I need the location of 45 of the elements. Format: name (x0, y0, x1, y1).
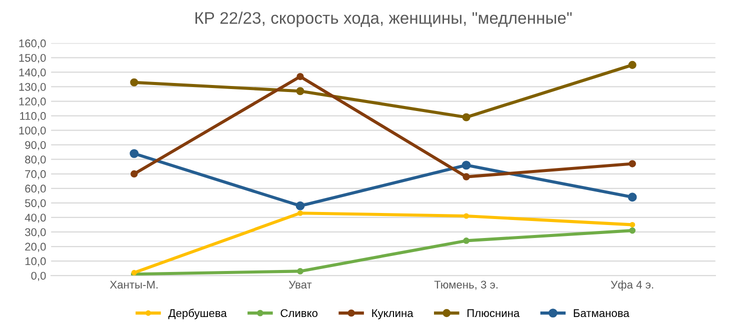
point (628, 60, 636, 69)
point (462, 160, 471, 170)
legend-label: Куклина (372, 309, 414, 320)
y-tick-label: 60,0 (25, 184, 46, 194)
point (462, 113, 470, 122)
x-tick-label: Тюмень, 3 э. (434, 280, 498, 290)
point (297, 210, 303, 216)
point (464, 213, 470, 219)
legend-label: Сливко (280, 309, 318, 318)
point (629, 227, 636, 234)
y-tick-label: 50,0 (25, 199, 46, 208)
y-tick-label: 10,0 (25, 257, 46, 266)
point (630, 222, 636, 228)
y-tick-label: 80,0 (25, 156, 46, 165)
y-tick-label: 160,0 (19, 39, 46, 49)
point (130, 149, 139, 158)
y-tick-label: 30,0 (25, 228, 46, 238)
y-tick-label: 40,0 (24, 214, 46, 223)
chart-title: КР 22/23, скорость хода, женщины, "медленные" (195, 12, 572, 28)
point (296, 201, 305, 210)
y-tick-label: 130,0 (19, 83, 46, 92)
y-tick-label: 110,0 (20, 112, 46, 122)
y-tick-label: 20,0 (25, 242, 46, 252)
x-tick-label: Уфа 4 э. (610, 280, 654, 291)
point (297, 268, 304, 274)
y-tick-label: 90,0 (25, 141, 46, 150)
legend-label: Плюснина (468, 309, 520, 318)
legend-label: Дербушева (168, 308, 227, 320)
y-tick-label: 0,0 (31, 272, 46, 282)
y-tick-label: 120,0 (19, 98, 46, 107)
legend-label: Батманова (574, 309, 630, 318)
y-tick-label: 140,0 (19, 68, 46, 78)
x-tick-label: Ханты-М. (110, 280, 158, 289)
point (130, 170, 138, 178)
point (462, 173, 470, 180)
point (628, 160, 636, 168)
y-tick-label: 100,0 (19, 126, 46, 136)
point (296, 72, 304, 80)
point (628, 192, 637, 202)
y-tick-label: 150,0 (19, 54, 46, 64)
y-tick-label: 70,0 (25, 170, 46, 180)
x-tick-label: Уват (288, 280, 312, 289)
point (296, 87, 304, 96)
point (130, 78, 138, 86)
point (463, 238, 470, 244)
